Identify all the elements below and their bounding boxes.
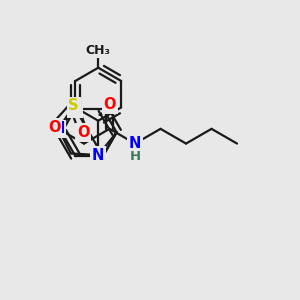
Text: O: O (103, 97, 116, 112)
Text: CH₃: CH₃ (86, 44, 111, 57)
Text: N: N (69, 101, 82, 116)
Text: N: N (52, 121, 65, 136)
Text: S: S (68, 98, 79, 113)
Text: N: N (92, 148, 104, 163)
Text: O: O (48, 120, 60, 135)
Text: N: N (129, 136, 141, 151)
Text: H: H (130, 150, 141, 163)
Text: O: O (77, 125, 90, 140)
